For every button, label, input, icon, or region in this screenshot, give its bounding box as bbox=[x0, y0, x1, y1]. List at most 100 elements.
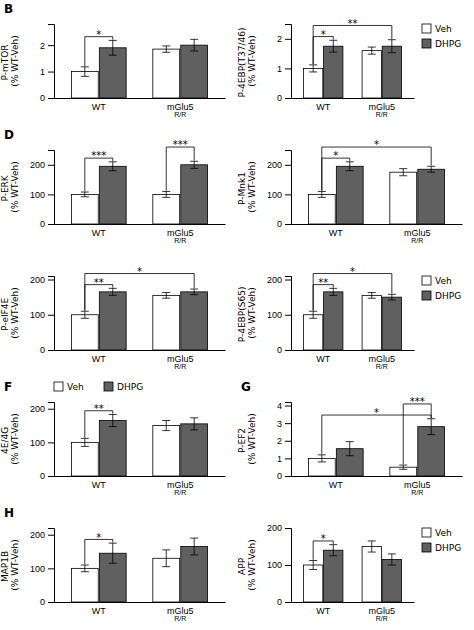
y-tick-mark bbox=[285, 528, 291, 529]
legend-item: Veh bbox=[422, 24, 452, 34]
y-tick-mark bbox=[48, 280, 54, 281]
marks bbox=[304, 288, 402, 350]
error-bar bbox=[427, 166, 435, 172]
plot: 0100200APP (% WT-Veh)WTmGlu5R/R*VehDHPG bbox=[237, 523, 461, 622]
error-bar bbox=[388, 294, 396, 300]
x-tick-label-line: R/R bbox=[376, 615, 388, 622]
y-tick-label: 100 bbox=[30, 310, 45, 320]
y-axis-label-line: P-4EBP(S65) bbox=[237, 284, 247, 343]
bar bbox=[336, 166, 363, 224]
y-tick: 100 bbox=[30, 564, 54, 574]
legend-swatch bbox=[422, 276, 431, 285]
y-tick: 2 bbox=[277, 34, 291, 44]
error-bar bbox=[368, 541, 376, 552]
x-tick: mGlu5R/R bbox=[369, 102, 396, 118]
error-bar bbox=[318, 455, 326, 462]
x-tick-label-line: R/R bbox=[411, 237, 423, 244]
significance-label: *** bbox=[173, 139, 188, 150]
x-tick-label-line: R/R bbox=[376, 111, 388, 118]
y-axis-line bbox=[48, 529, 55, 603]
y-axis-label-line: (% WT-Veh) bbox=[247, 287, 257, 338]
x-tick-label: mGlu5R/R bbox=[167, 480, 194, 496]
x-axis: WTmGlu5R/R bbox=[55, 351, 226, 371]
error-bar bbox=[162, 46, 170, 52]
y-axis-label: P-mTOR (% WT-Veh) bbox=[0, 35, 20, 86]
y-axis-label-line: (% WT-Veh) bbox=[10, 539, 20, 590]
error-bar bbox=[346, 162, 354, 171]
y-tick-mark bbox=[285, 194, 291, 195]
bar bbox=[382, 297, 401, 350]
legend: VehDHPG bbox=[54, 382, 143, 392]
legend-label: DHPG bbox=[117, 382, 143, 392]
significance-bracket bbox=[85, 274, 194, 311]
y-axis-label-line: P-eIF4E bbox=[0, 295, 10, 331]
y-axis-label: P-4EBP(T37/46) (% WT-Veh) bbox=[237, 25, 257, 98]
y-tick-mark bbox=[285, 280, 291, 281]
x-axis-line bbox=[292, 476, 463, 477]
x-tick-label-line: R/R bbox=[174, 237, 186, 244]
panel-title: B bbox=[4, 2, 13, 16]
y-tick-label: 200 bbox=[267, 523, 282, 533]
legend-label: DHPG bbox=[435, 543, 461, 553]
x-axis-line bbox=[55, 476, 226, 477]
series bbox=[324, 288, 402, 350]
x-tick-label-line: R/R bbox=[376, 363, 388, 370]
y-tick-mark bbox=[48, 476, 54, 477]
panel: 0100200P-4EBP(S65) (% WT-Veh)WTmGlu5R/R*… bbox=[237, 266, 461, 371]
x-tick-label-line: WT bbox=[316, 606, 330, 616]
series bbox=[304, 293, 382, 350]
series bbox=[324, 545, 402, 602]
error-bar bbox=[109, 543, 117, 563]
bar bbox=[181, 292, 208, 350]
legend-item: DHPG bbox=[422, 291, 461, 301]
y-tick-mark bbox=[285, 315, 291, 316]
y-tick-label: 1 bbox=[277, 64, 282, 74]
x-tick: WT bbox=[329, 228, 343, 238]
x-axis-line bbox=[55, 98, 226, 99]
legend: VehDHPG bbox=[422, 528, 461, 553]
y-tick-label: 0 bbox=[40, 471, 45, 481]
significance-label: * bbox=[333, 150, 338, 161]
y-axis-line bbox=[285, 25, 292, 99]
x-axis: WT mGlu5R/R bbox=[55, 477, 226, 497]
y-axis: 012 bbox=[40, 25, 55, 104]
y-axis-label-line: (% WT-Veh) bbox=[247, 161, 257, 212]
y-tick: 0 bbox=[277, 345, 291, 355]
error-bar bbox=[309, 311, 317, 318]
bar bbox=[324, 550, 343, 602]
series bbox=[71, 46, 179, 98]
y-tick: 1 bbox=[277, 64, 291, 74]
y-tick-mark bbox=[285, 441, 291, 442]
panel-title: G bbox=[241, 380, 251, 394]
plot: 0100200P-eIF4E (% WT-Veh)WTmGlu5R/R*** bbox=[0, 266, 225, 371]
y-tick-label: 100 bbox=[267, 310, 282, 320]
y-axis: 01234 bbox=[277, 401, 292, 481]
significance-label: ** bbox=[94, 277, 104, 288]
x-axis-line bbox=[55, 350, 226, 351]
bar bbox=[71, 194, 98, 224]
significance-bracket bbox=[85, 37, 113, 66]
y-tick-mark bbox=[48, 602, 54, 603]
x-tick-label-line: WT bbox=[92, 228, 106, 238]
y-tick: 3 bbox=[277, 419, 291, 429]
x-tick: WT bbox=[92, 480, 106, 490]
y-tick: 0 bbox=[277, 93, 291, 103]
series bbox=[336, 162, 444, 224]
bar bbox=[304, 315, 323, 350]
x-tick-label-line: WT bbox=[316, 354, 330, 364]
y-tick-label: 2 bbox=[277, 436, 282, 446]
bar bbox=[153, 49, 180, 98]
significance-bracket bbox=[322, 415, 431, 454]
legend-label: Veh bbox=[435, 24, 452, 34]
y-tick: 200 bbox=[267, 275, 291, 285]
y-tick-mark bbox=[48, 442, 54, 443]
error-bar bbox=[368, 47, 376, 54]
series bbox=[99, 161, 207, 224]
marks bbox=[71, 538, 207, 602]
y-tick-mark bbox=[285, 98, 291, 99]
y-tick: 200 bbox=[30, 160, 54, 170]
y-tick-mark bbox=[285, 565, 291, 566]
series bbox=[324, 40, 402, 98]
y-axis-label: P-Mnk1 (% WT-Veh) bbox=[237, 161, 257, 212]
error-bar bbox=[329, 545, 337, 556]
